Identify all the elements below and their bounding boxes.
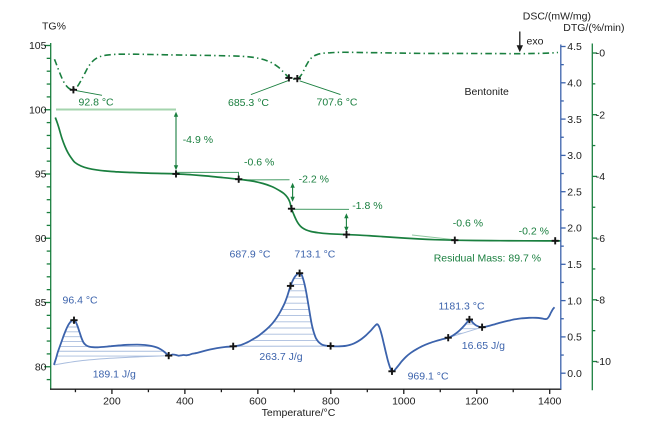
svg-text:-4: -4 <box>596 171 605 183</box>
svg-text:Temperature/°C: Temperature/°C <box>262 407 336 419</box>
svg-text:707.6 °C: 707.6 °C <box>317 97 358 109</box>
svg-text:100: 100 <box>29 104 47 116</box>
svg-text:3.0: 3.0 <box>567 150 582 162</box>
svg-text:0.0: 0.0 <box>567 368 582 380</box>
svg-text:800: 800 <box>322 396 340 408</box>
svg-text:685.3 °C: 685.3 °C <box>228 97 269 109</box>
svg-text:200: 200 <box>103 396 121 408</box>
svg-text:95: 95 <box>35 169 47 181</box>
svg-text:600: 600 <box>249 396 267 408</box>
svg-text:1.5: 1.5 <box>567 259 582 271</box>
svg-text:-0: -0 <box>596 48 605 60</box>
svg-text:263.7 J/g: 263.7 J/g <box>259 351 302 363</box>
svg-text:DTG/(%/min): DTG/(%/min) <box>563 22 624 34</box>
svg-text:-2: -2 <box>596 109 605 121</box>
svg-text:2.5: 2.5 <box>567 186 582 198</box>
svg-text:-1.8 %: -1.8 % <box>352 200 382 212</box>
svg-text:-8: -8 <box>596 295 605 307</box>
svg-text:-0.2 %: -0.2 % <box>519 226 549 238</box>
svg-text:90: 90 <box>35 233 47 245</box>
svg-text:16.65 J/g: 16.65 J/g <box>462 340 505 352</box>
svg-text:1200: 1200 <box>465 396 489 408</box>
svg-text:-6: -6 <box>596 233 605 245</box>
svg-text:1.0: 1.0 <box>567 295 582 307</box>
svg-text:-0.6 %: -0.6 % <box>453 218 483 230</box>
svg-text:Bentonite: Bentonite <box>465 86 510 98</box>
svg-text:3.5: 3.5 <box>567 114 582 126</box>
svg-text:96.4 °C: 96.4 °C <box>63 295 99 307</box>
svg-text:969.1 °C: 969.1 °C <box>408 371 449 383</box>
svg-text:400: 400 <box>176 396 194 408</box>
svg-text:2.0: 2.0 <box>567 223 582 235</box>
svg-text:4.0: 4.0 <box>567 78 582 90</box>
svg-text:1400: 1400 <box>538 396 562 408</box>
svg-text:1000: 1000 <box>392 396 416 408</box>
svg-text:85: 85 <box>35 297 47 309</box>
svg-text:0.5: 0.5 <box>567 332 582 344</box>
svg-text:1181.3 °C: 1181.3 °C <box>439 301 485 313</box>
svg-text:687.9 °C: 687.9 °C <box>230 249 271 261</box>
svg-text:exo: exo <box>527 36 544 48</box>
svg-text:Residual Mass: 89.7 %: Residual Mass: 89.7 % <box>434 253 541 265</box>
svg-text:-10: -10 <box>596 356 611 368</box>
svg-text:-0.6 %: -0.6 % <box>244 157 274 169</box>
svg-text:80: 80 <box>35 361 47 373</box>
svg-text:DSC/(mW/mg): DSC/(mW/mg) <box>523 11 591 23</box>
svg-text:-2.2 %: -2.2 % <box>299 173 329 185</box>
svg-text:189.1 J/g: 189.1 J/g <box>93 369 136 381</box>
svg-text:92.8 °C: 92.8 °C <box>79 97 115 109</box>
svg-text:TG%: TG% <box>42 21 66 33</box>
svg-text:4.5: 4.5 <box>567 41 582 53</box>
svg-text:105: 105 <box>29 40 47 52</box>
svg-text:713.1 °C: 713.1 °C <box>294 249 335 261</box>
svg-text:-4.9 %: -4.9 % <box>183 134 213 146</box>
